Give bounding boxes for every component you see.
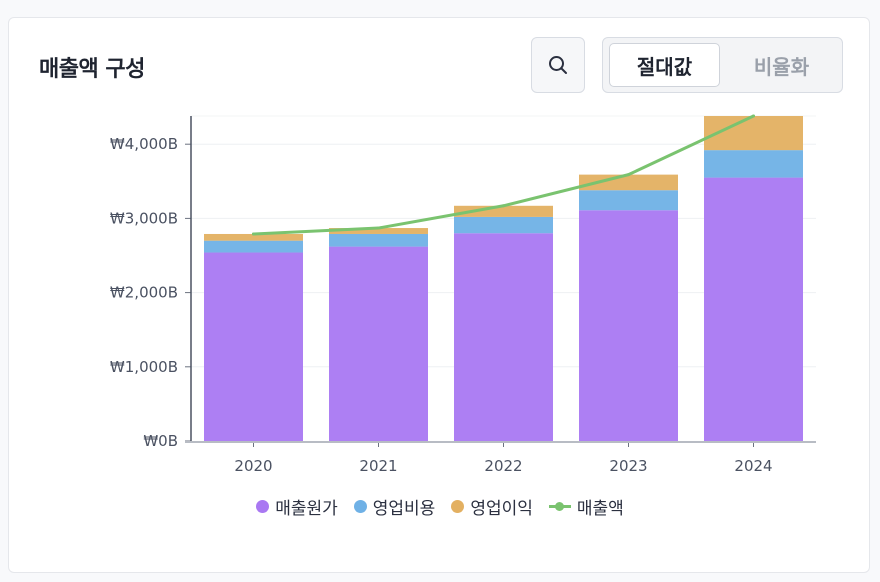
x-tick-label: 2024 [734,457,772,475]
bar-cost-segment [704,177,803,441]
revenue-point [627,173,630,177]
chart-title: 매출액 구성 [39,57,145,82]
legend-profit-label: 영업이익 [470,499,533,519]
bar-opex-segment [204,240,303,253]
revenue-point [752,114,755,118]
legend-cost-swatch [256,500,270,513]
legend-cost-label: 매출원가 [275,499,338,519]
y-tick-label: ₩0B [143,432,178,450]
bar-opex-segment [454,216,553,234]
bar-profit-segment [454,205,553,217]
legend-item-revenue[interactable]: 매출액 [548,494,624,519]
search-icon [549,56,567,74]
x-tick-label: 2023 [609,457,647,475]
bar-cost-segment [454,233,553,441]
toggle-absolute[interactable]: 절대값 [609,43,720,87]
bar-cost-segment [579,210,678,441]
revenue-point [502,204,505,208]
legend-item-cost[interactable]: 매출원가 [256,494,338,519]
y-tick-label: ₩4,000B [110,135,178,153]
revenue-point [252,232,255,236]
legend-profit-swatch [451,500,465,513]
legend-item-opex[interactable]: 영업비용 [353,494,436,519]
bar-opex-segment [704,150,803,178]
legend-item-profit[interactable]: 영업이익 [451,494,533,519]
legend-revenue-swatch [548,500,571,513]
chart-legend: 매출원가 영업비용 영업이익 매출액 [0,494,880,519]
search-button[interactable] [531,37,585,93]
toggle-ratio[interactable]: 비율화 [753,54,810,79]
y-tick-label: ₩2,000B [110,284,178,302]
y-tick-label: ₩3,000B [110,209,178,227]
x-tick-label: 2020 [234,457,272,475]
bar-profit-segment [329,228,428,234]
bar-opex-segment [329,233,428,247]
bar-profit-segment [579,174,678,191]
bar-profit-segment [204,233,303,241]
bar-cost-segment [204,252,303,441]
legend-opex-label: 영업비용 [372,499,436,519]
bar-opex-segment [579,190,678,211]
legend-revenue-label: 매출액 [576,499,624,519]
view-mode-toggle: 절대값 비율화 [602,37,843,93]
x-tick-label: 2022 [484,457,522,475]
bar-cost-segment [329,246,428,441]
revenue-point [377,226,380,230]
y-tick-label: ₩1,000B [110,358,178,376]
legend-opex-swatch [353,500,367,513]
x-tick-label: 2021 [359,457,397,475]
